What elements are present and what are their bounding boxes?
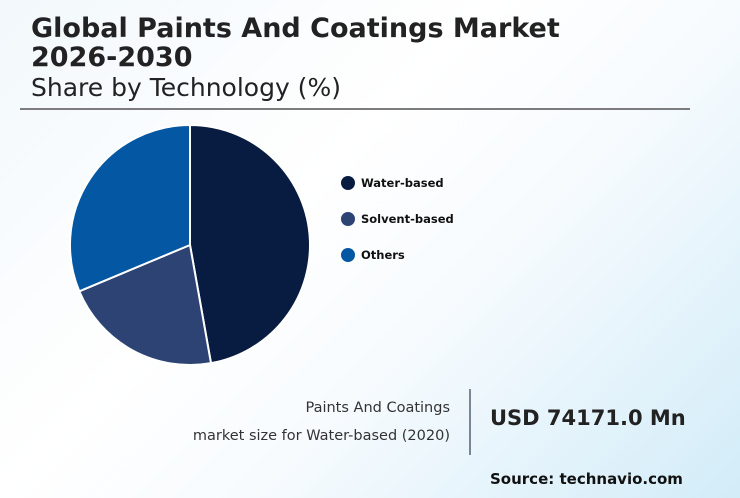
pie-slices xyxy=(69,123,311,366)
legend-dot-icon xyxy=(341,212,355,226)
chart-subtitle: Share by Technology (%) xyxy=(31,73,341,102)
kpi-label-line1: Paints And Coatings xyxy=(305,400,450,416)
pie-slice-others xyxy=(69,123,191,293)
chart-title: Global Paints And Coatings Market 2026-2… xyxy=(31,14,560,72)
legend-item-solvent-based: Solvent-based xyxy=(341,210,454,228)
kpi-label-line2: market size for Water-based (2020) xyxy=(192,428,450,444)
kpi-divider xyxy=(469,389,471,455)
pie-slice-water-based xyxy=(189,123,311,365)
chart-title-line1: Global Paints And Coatings Market xyxy=(31,13,560,44)
legend-item-others: Others xyxy=(341,246,454,264)
legend-item-water-based: Water-based xyxy=(341,174,454,192)
kpi-value: USD 74171.0 Mn xyxy=(490,406,686,430)
chart-title-line2: 2026-2030 xyxy=(31,42,193,73)
pie-slice-solvent-based xyxy=(77,243,213,366)
legend-label: Others xyxy=(361,248,405,262)
legend-label: Water-based xyxy=(361,176,444,190)
legend: Water-based Solvent-based Others xyxy=(341,174,454,282)
legend-dot-icon xyxy=(341,176,355,190)
title-divider xyxy=(20,108,690,110)
source-credit: Source: technavio.com xyxy=(490,470,683,488)
legend-dot-icon xyxy=(341,248,355,262)
legend-label: Solvent-based xyxy=(361,212,454,226)
